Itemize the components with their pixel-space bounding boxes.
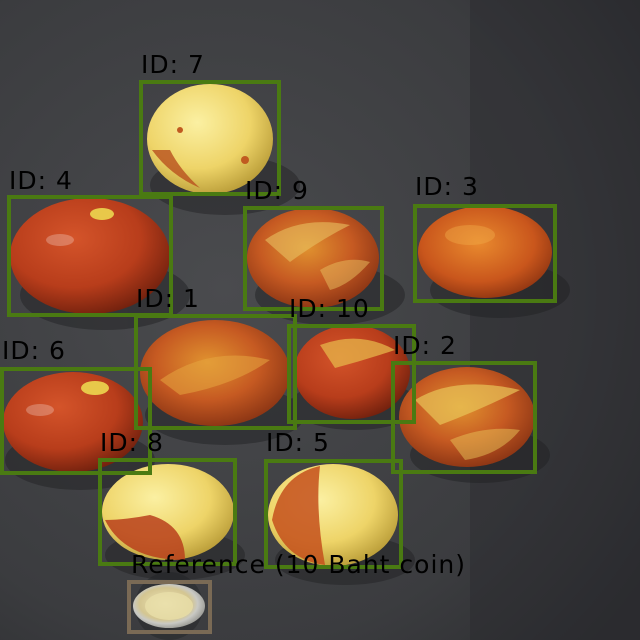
detection-boxes: [0, 80, 557, 569]
label-id-5: ID: 5: [266, 428, 330, 457]
label-id-8: ID: 8: [100, 428, 164, 457]
label-id-3: ID: 3: [415, 172, 479, 201]
box-6: [0, 367, 152, 475]
reference-coin: [133, 572, 205, 640]
box-7: [139, 80, 281, 196]
reference-box: [127, 580, 212, 634]
label-id-2: ID: 2: [393, 331, 457, 360]
label-id-4: ID: 4: [9, 166, 73, 195]
label-id-9: ID: 9: [245, 176, 309, 205]
box-5: [264, 459, 403, 569]
box-9: [243, 206, 384, 311]
jujube-10: [294, 325, 410, 419]
jujube-1: [140, 320, 290, 426]
jujube-6: [3, 372, 143, 472]
label-id-10: ID: 10: [289, 294, 370, 323]
label-id-6: ID: 6: [2, 336, 66, 365]
jujube-9: [247, 208, 379, 308]
jujube-3: [418, 206, 552, 298]
jujube-4: [10, 198, 170, 314]
box-8: [98, 458, 237, 566]
box-10: [287, 324, 416, 424]
reference-label: Reference (10 Baht coin): [131, 550, 466, 579]
label-id-1: ID: 1: [136, 284, 200, 313]
jujube-2: [399, 367, 535, 467]
jujube-5: [268, 464, 398, 566]
jujube-8: [102, 464, 234, 560]
box-3: [413, 204, 557, 303]
label-id-7: ID: 7: [141, 50, 205, 79]
box-2: [391, 361, 537, 474]
box-4: [7, 195, 173, 317]
box-1: [134, 314, 297, 430]
jujube-7: [147, 84, 273, 194]
